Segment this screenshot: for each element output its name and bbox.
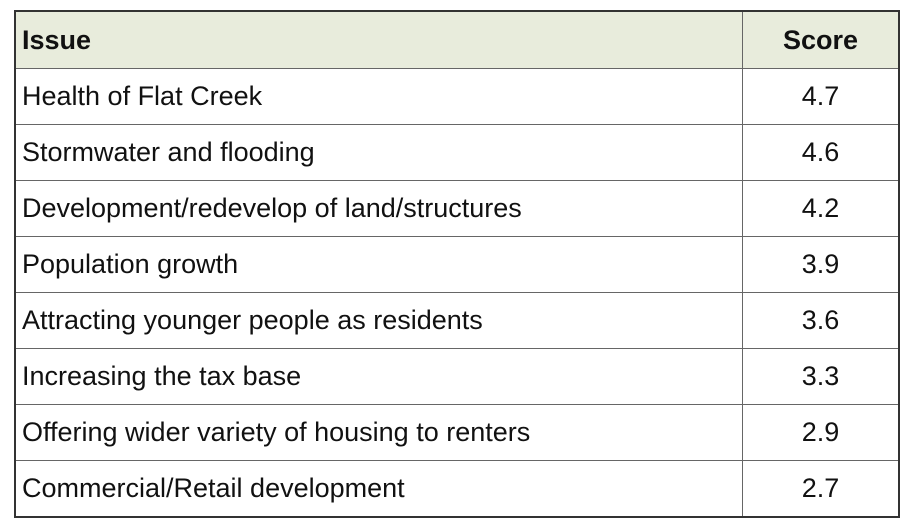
header-cell: Score bbox=[742, 10, 900, 69]
issue-cell: Offering wider variety of housing to ren… bbox=[14, 404, 743, 461]
issue-cell: Increasing the tax base bbox=[14, 348, 743, 405]
issue-cell: Commercial/Retail development bbox=[14, 460, 743, 518]
table-row: Development/redevelop of land/structures… bbox=[14, 180, 900, 237]
score-cell: 4.7 bbox=[742, 68, 900, 125]
table-header: Issue Score bbox=[14, 10, 900, 69]
table-row: Increasing the tax base 3.3 bbox=[14, 348, 900, 405]
table-row: Stormwater and flooding 4.6 bbox=[14, 124, 900, 181]
score-cell: 3.3 bbox=[742, 348, 900, 405]
header-row: Issue Score bbox=[14, 10, 900, 69]
score-cell: 3.9 bbox=[742, 236, 900, 293]
score-cell: 4.2 bbox=[742, 180, 900, 237]
table-row: Population growth 3.9 bbox=[14, 236, 900, 293]
issue-cell: Stormwater and flooding bbox=[14, 124, 743, 181]
score-cell: 4.6 bbox=[742, 124, 900, 181]
issue-cell: Attracting younger people as residents bbox=[14, 292, 743, 349]
score-cell: 2.9 bbox=[742, 404, 900, 461]
table-body: Health of Flat Creek 4.7 Stormwater and fl… bbox=[14, 68, 900, 518]
table-row: Commercial/Retail development 2.7 bbox=[14, 460, 900, 518]
header-cell: Issue bbox=[14, 10, 743, 69]
table-row: Attracting younger people as residents 3.… bbox=[14, 292, 900, 349]
table-row: Offering wider variety of housing to ren… bbox=[14, 404, 900, 461]
issue-cell: Population growth bbox=[14, 236, 743, 293]
issue-table: Issue Score Health of Flat Creek 4.7 Storm… bbox=[14, 10, 900, 518]
score-cell: 2.7 bbox=[742, 460, 900, 518]
issue-cell: Health of Flat Creek bbox=[14, 68, 743, 125]
issue-cell: Development/redevelop of land/structures bbox=[14, 180, 743, 237]
score-cell: 3.6 bbox=[742, 292, 900, 349]
table-row: Health of Flat Creek 4.7 bbox=[14, 68, 900, 125]
